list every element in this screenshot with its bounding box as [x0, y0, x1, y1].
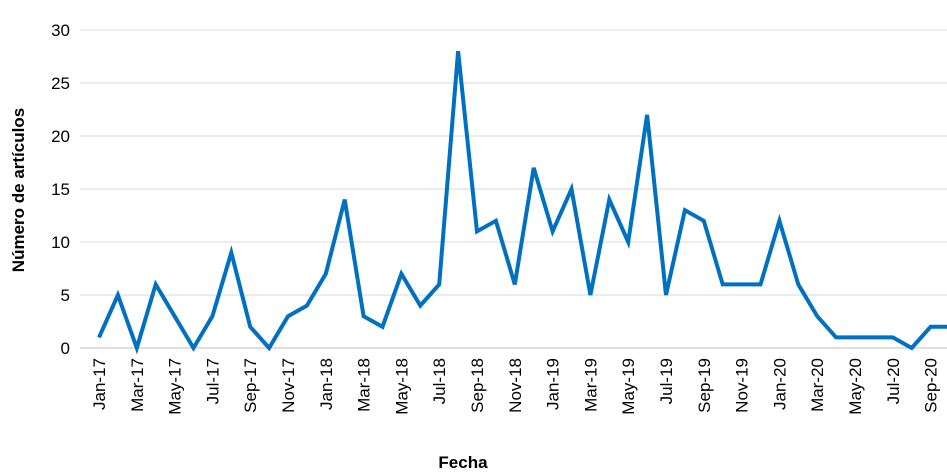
- y-tick-label: 10: [51, 233, 70, 252]
- x-tick-label: Nov-18: [506, 358, 525, 413]
- x-tick-label: Sep-19: [695, 358, 714, 413]
- x-tick-label: Mar-20: [808, 358, 827, 412]
- y-axis-title: Número de artículos: [9, 108, 28, 272]
- y-tick-label: 0: [61, 339, 70, 358]
- x-axis-title: Fecha: [438, 453, 488, 472]
- x-tick-label: May-17: [166, 358, 185, 415]
- y-tick-label: 20: [51, 127, 70, 146]
- x-tick-label: Jul-18: [430, 358, 449, 404]
- y-tick-label: 5: [61, 286, 70, 305]
- x-tick-label: Sep-18: [468, 358, 487, 413]
- x-tick-label: May-20: [846, 358, 865, 415]
- x-tick-label: Nov-19: [733, 358, 752, 413]
- x-tick-label: May-19: [619, 358, 638, 415]
- x-tick-label: Mar-19: [581, 358, 600, 412]
- x-tick-label: Jul-19: [657, 358, 676, 404]
- x-tick-label: Jul-17: [203, 358, 222, 404]
- x-tick-label: Mar-18: [355, 358, 374, 412]
- x-tick-label: May-18: [392, 358, 411, 415]
- x-tick-label: Sep-20: [922, 358, 941, 413]
- x-tick-label: Jan-19: [544, 358, 563, 410]
- data-line: [97, 50, 947, 355]
- y-tick-label: 15: [51, 180, 70, 199]
- y-tick-label: 25: [51, 74, 70, 93]
- x-tick-label: Nov-17: [279, 358, 298, 413]
- x-tick-label: Jan-17: [90, 358, 109, 410]
- x-tick-label: Mar-17: [128, 358, 147, 412]
- x-tick-label: Jul-20: [884, 358, 903, 404]
- x-tick-label: Jan-18: [317, 358, 336, 410]
- x-tick-label: Sep-17: [241, 358, 260, 413]
- x-tick-label: Jan-20: [770, 358, 789, 410]
- y-tick-label: 30: [51, 21, 70, 40]
